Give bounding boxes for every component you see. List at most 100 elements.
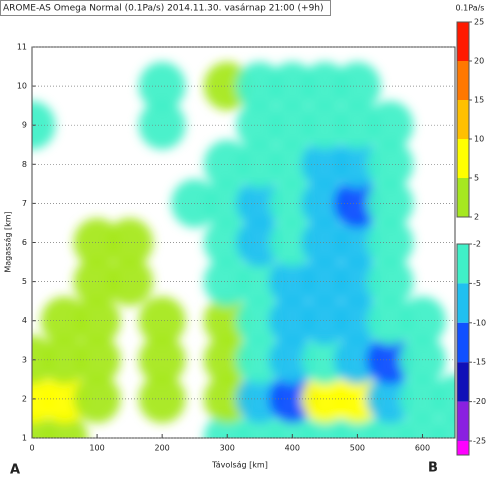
colorbar-segment [457,22,469,61]
field [32,61,455,438]
x-tick-label: 500 [350,444,365,453]
end-label: B [428,461,438,476]
y-tick-label: 10 [17,82,27,91]
field-cell [106,257,154,306]
field-cell [236,218,284,267]
field-cell [41,335,88,385]
field-cell [236,61,284,111]
colorbar-label: -2 [473,240,481,249]
field-cell [268,257,316,306]
colorbar-segment [457,61,469,100]
field-cell [301,335,349,385]
y-tick-label: 6 [22,238,27,247]
field-cell [32,100,56,150]
chart-title: AROME-AS Omega Normal (0.1Pa/s) 2014.11.… [3,4,324,14]
field-cell [73,335,121,385]
colorbar-segment [457,283,469,323]
field-cell [333,218,381,267]
x-axis-label: Távolság [km] [211,461,268,470]
field-cell [301,61,349,111]
field-cell [41,374,88,424]
y-tick-label: 9 [22,121,27,130]
field-cell [138,374,186,424]
y-tick-label: 7 [22,199,27,208]
colorbar-segment [457,322,469,363]
field-cell [268,296,316,345]
colorbar-segment [457,401,469,441]
field-cell [138,335,186,385]
x-tick-label: 0 [29,444,34,453]
field-cell [236,179,284,228]
field-cell [333,61,381,111]
x-tick-label: 100 [89,444,104,453]
colorbar-label: 2 [474,213,479,222]
field-cell [301,140,349,189]
field-cell [333,179,381,228]
field-cell [268,374,316,424]
colorbar-frame [456,21,470,218]
field-cell [333,257,381,306]
field-cell [333,335,381,385]
colorbar-segment [457,178,469,217]
field-cell [301,374,349,424]
field-cell [268,218,316,267]
field-cell [236,374,284,424]
field-cell [73,296,121,345]
field-cell [268,179,316,228]
colorbar-segment [457,139,469,178]
field-cell [301,100,349,150]
x-tick-label: 400 [285,444,300,453]
field-cell [333,296,381,345]
contours [32,61,455,438]
field-cell [106,218,154,267]
field-cell [301,257,349,306]
field-cell [301,218,349,267]
colorbar-label: -20 [473,397,486,406]
field-cell [73,374,121,424]
field-cell [268,335,316,385]
colorbar-label: 15 [474,96,484,105]
colorbar-label: 10 [474,135,484,144]
field-cell [301,179,349,228]
y-tick-label: 8 [22,160,27,169]
field-cell [236,296,284,345]
colorbar-label: 5 [474,174,479,183]
field-cell [73,218,121,267]
field-cell [268,100,316,150]
field-cell [236,257,284,306]
y-tick-label: 2 [22,394,27,403]
colorbar-frame [456,243,470,456]
field-cell [138,61,186,111]
y-tick-label: 11 [17,43,27,52]
start-label: A [10,463,20,478]
colorbar-label: -25 [473,437,486,446]
x-tick-label: 300 [220,444,235,453]
field-cell [333,140,381,189]
field-cell [301,296,349,345]
field-cell [41,296,88,345]
x-tick-label: 200 [155,444,170,453]
x-tick-label: 600 [415,444,430,453]
field-cell [138,296,186,345]
y-tick-label: 3 [22,355,27,364]
colorbar-segment [457,441,469,455]
colorbar-label: -5 [473,279,481,288]
y-tick-label: 1 [22,434,27,443]
y-axis-label: Magasság [km] [4,211,13,272]
colorbar-segment [457,244,469,284]
field-cell [138,100,186,150]
field-cell [236,100,284,150]
field-cell [268,140,316,189]
field-cell [333,100,381,150]
colorbar-segment [457,362,469,402]
colorbar-label: 20 [474,57,484,66]
y-tick-label: 4 [22,316,27,325]
field-cell [236,140,284,189]
field-cell [333,374,381,424]
colorbar-label: -15 [473,358,486,367]
colorbar-label: -10 [473,318,486,327]
field-cell [268,61,316,111]
colorbar-label: 25 [474,18,484,27]
colorbar-unit: 0.1Pa/s [456,4,485,13]
